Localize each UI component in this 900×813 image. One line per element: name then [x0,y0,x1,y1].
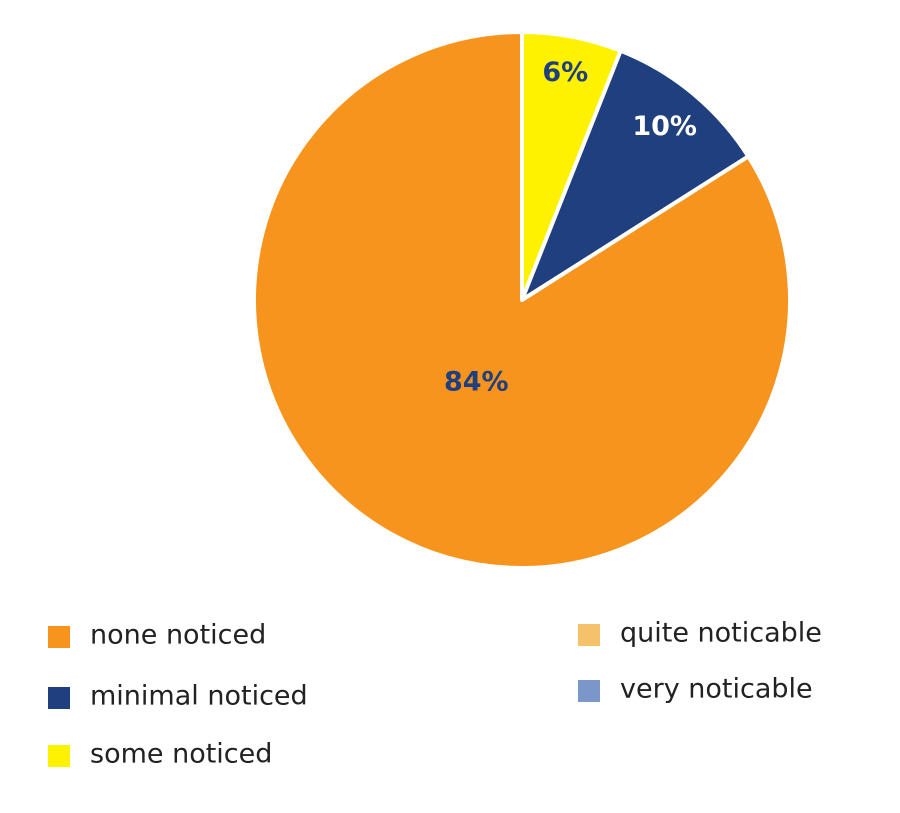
data-label: 6% [542,57,588,88]
data-label: 10% [632,111,697,142]
legend-label: some noticed [90,739,272,770]
legend-swatch [578,624,600,646]
legend-swatch [48,745,70,767]
legend-swatch [578,680,600,702]
legend-swatch [48,626,70,648]
legend-label: none noticed [90,620,266,651]
pie-slice [520,48,751,302]
legend-label: minimal noticed [90,681,308,712]
legend-label: quite noticable [620,618,822,649]
legend-swatch [48,687,70,709]
data-label: 84% [444,367,509,398]
legend-label: very noticable [620,674,813,705]
pie-slice [252,30,792,570]
